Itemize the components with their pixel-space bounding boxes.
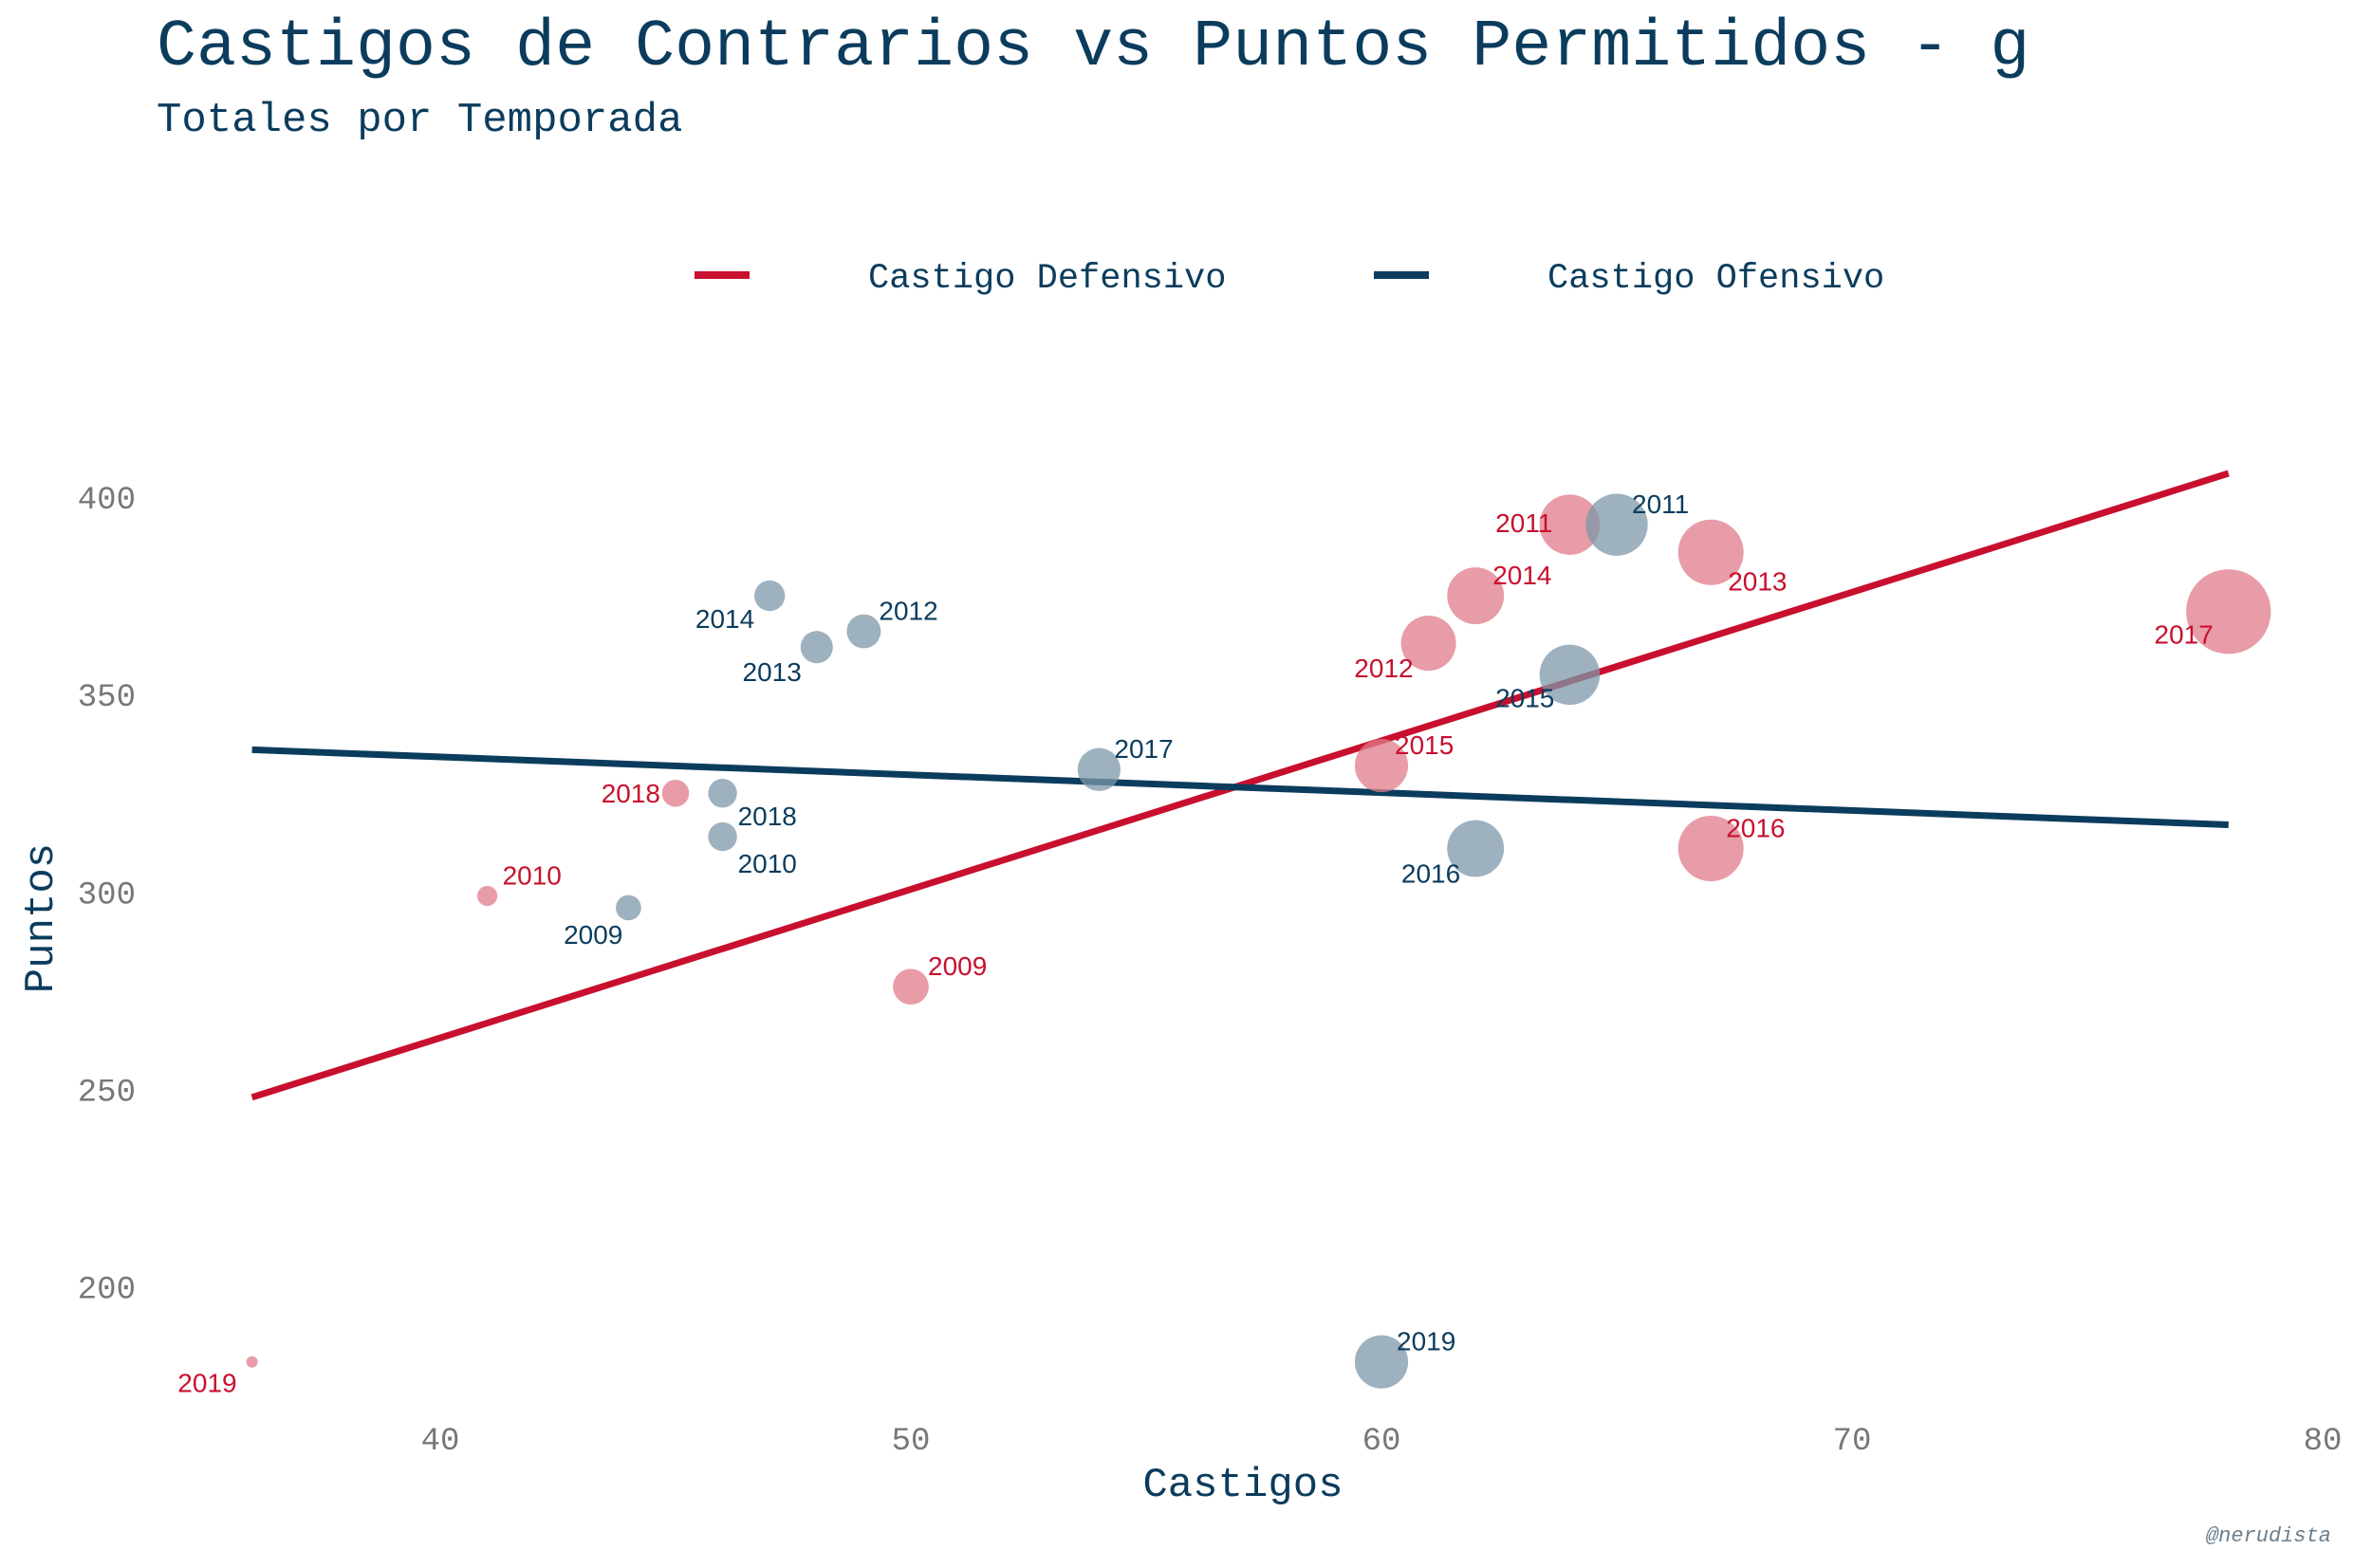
point-label-offensive-2018: 2018 [738, 802, 797, 831]
point-defensive-2012 [1400, 616, 1456, 672]
y-tick-label: 200 [78, 1273, 136, 1309]
point-label-defensive-2009: 2009 [928, 951, 987, 981]
point-label-offensive-2010: 2010 [738, 849, 797, 878]
legend-label-defensive: Castigo Defensivo [868, 259, 1226, 299]
point-offensive-2017 [1077, 747, 1121, 791]
point-label-defensive-2010: 2010 [503, 860, 562, 890]
x-tick-label: 50 [892, 1424, 931, 1460]
point-label-defensive-2015: 2015 [1395, 730, 1454, 760]
legend-label-offensive: Castigo Ofensivo [1547, 259, 1884, 299]
point-label-defensive-2017: 2017 [2155, 620, 2214, 650]
y-tick-label: 250 [78, 1075, 136, 1111]
point-label-offensive-2015: 2015 [1495, 683, 1554, 712]
y-tick-label: 300 [78, 877, 136, 913]
trend-line-offensive [251, 746, 2229, 829]
y-axis-ticks: 200 250 300 350 400 [78, 483, 136, 1309]
point-defensive-2009 [893, 968, 929, 1005]
point-offensive-2011 [1585, 493, 1648, 556]
point-defensive-2011 [1539, 494, 1601, 555]
point-label-defensive-2014: 2014 [1492, 561, 1551, 590]
x-axis-label: Castigos [1142, 1462, 1343, 1509]
x-tick-label: 70 [1833, 1424, 1872, 1460]
point-label-defensive-2016: 2016 [1726, 814, 1785, 843]
y-axis-label: Puntos [18, 843, 65, 993]
caption: @nerudista [2206, 1524, 2331, 1548]
x-tick-label: 40 [421, 1424, 460, 1460]
point-defensive-2019 [246, 1356, 258, 1368]
point-offensive-2019 [1354, 1335, 1409, 1389]
point-defensive-2014 [1447, 567, 1505, 624]
point-label-offensive-2019: 2019 [1397, 1327, 1455, 1356]
point-label-defensive-2013: 2013 [1728, 566, 1787, 596]
legend: Castigo Defensivo Castigo Ofensivo [695, 259, 1884, 299]
point-offensive-2018 [708, 779, 737, 808]
data-points [246, 493, 2271, 1389]
point-label-defensive-2018: 2018 [602, 779, 660, 808]
y-tick-label: 400 [78, 483, 136, 519]
point-label-offensive-2012: 2012 [879, 597, 937, 626]
point-offensive-2013 [800, 631, 833, 664]
point-defensive-2010 [476, 885, 498, 907]
x-tick-label: 60 [1362, 1424, 1401, 1460]
point-label-offensive-2017: 2017 [1114, 734, 1173, 764]
x-tick-label: 80 [2304, 1424, 2343, 1460]
point-defensive-2017 [2186, 569, 2271, 655]
point-offensive-2012 [846, 614, 881, 649]
point-labels: 2009201020112012201320142015201620172018… [177, 489, 2213, 1398]
point-offensive-2009 [616, 895, 641, 921]
point-defensive-2013 [1677, 519, 1744, 585]
point-defensive-2018 [661, 779, 690, 807]
point-label-offensive-2013: 2013 [743, 657, 802, 687]
point-label-offensive-2014: 2014 [695, 604, 754, 634]
point-label-defensive-2019: 2019 [177, 1369, 236, 1398]
point-label-offensive-2009: 2009 [564, 920, 622, 950]
point-label-offensive-2011: 2011 [1632, 489, 1689, 519]
point-label-offensive-2016: 2016 [1401, 859, 1460, 889]
x-axis-ticks: 40 50 60 70 80 [421, 1424, 2343, 1460]
point-label-defensive-2012: 2012 [1354, 654, 1413, 683]
point-offensive-2016 [1447, 820, 1505, 877]
chart-title: Castigos de Contrarios vs Puntos Permiti… [157, 10, 2029, 85]
point-offensive-2014 [754, 580, 786, 612]
chart-subtitle: Totales por Temporada [157, 97, 683, 144]
point-offensive-2015 [1539, 644, 1601, 706]
y-tick-label: 350 [78, 680, 136, 716]
trend-lines [250, 470, 2230, 1101]
point-label-defensive-2011: 2011 [1495, 508, 1552, 538]
point-defensive-2015 [1354, 739, 1409, 793]
point-defensive-2016 [1677, 815, 1744, 882]
point-offensive-2010 [708, 821, 737, 852]
